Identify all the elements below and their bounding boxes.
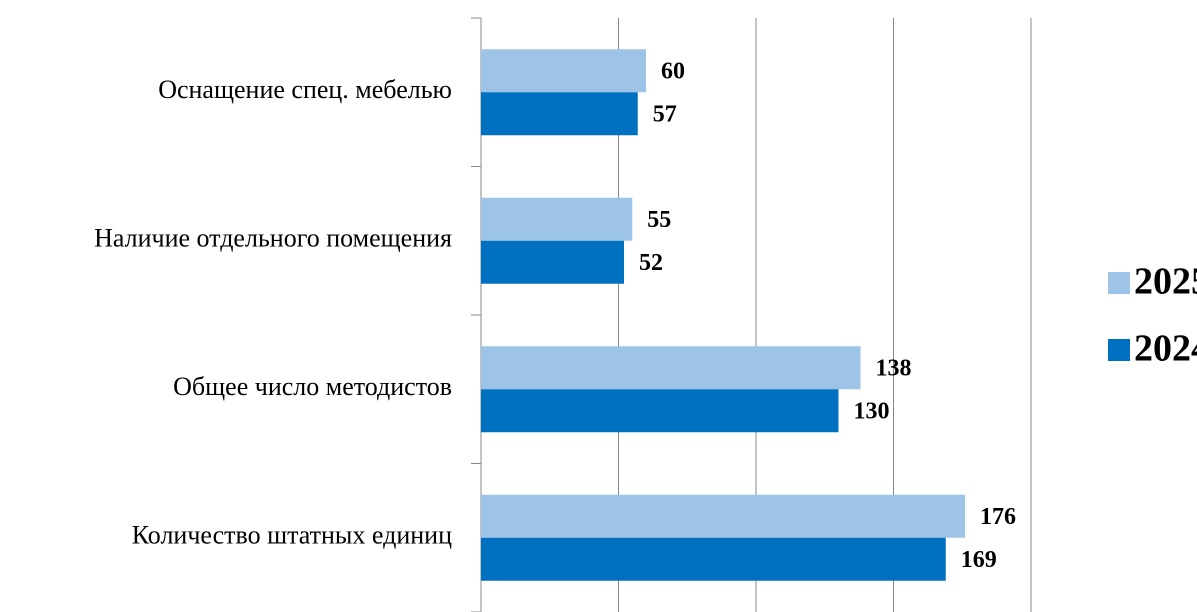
data-label: 60 xyxy=(661,58,685,84)
legend-swatch xyxy=(1108,339,1130,361)
data-label: 169 xyxy=(961,547,997,573)
legend-label: 2025 xyxy=(1134,261,1197,303)
data-label: 52 xyxy=(639,250,663,276)
bar xyxy=(481,389,839,433)
bar xyxy=(481,49,646,93)
bar xyxy=(481,346,861,390)
data-label: 57 xyxy=(653,101,677,127)
data-label: 138 xyxy=(876,355,912,381)
category-label: Количество штатных единиц xyxy=(132,521,452,550)
legend-swatch xyxy=(1108,272,1130,294)
legend-label: 2024 xyxy=(1134,328,1197,370)
data-label: 176 xyxy=(980,504,1016,530)
category-label: Наличие отдельного помещения xyxy=(94,224,452,253)
bar xyxy=(481,537,946,581)
bar xyxy=(481,92,638,136)
bar xyxy=(481,494,965,538)
category-label: Общее число методистов xyxy=(173,372,452,401)
category-label: Оснащение спец. мебелью xyxy=(158,75,452,104)
bar xyxy=(481,197,633,241)
data-label: 55 xyxy=(647,207,671,233)
bar xyxy=(481,240,624,284)
data-label: 130 xyxy=(854,398,890,424)
